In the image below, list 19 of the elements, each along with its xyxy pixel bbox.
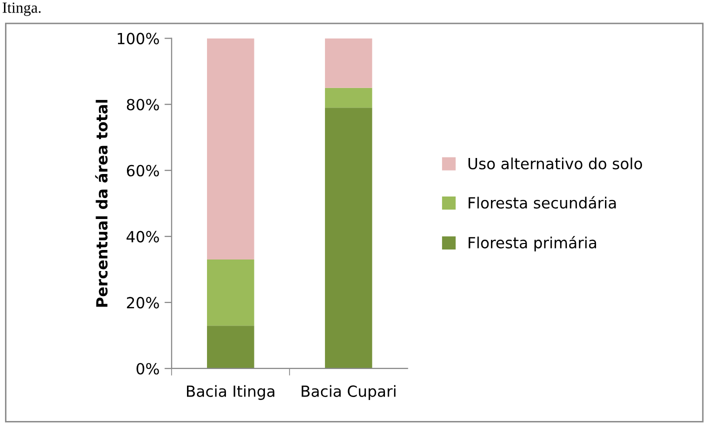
x-tick-label: Bacia Itinga xyxy=(186,385,274,400)
legend-label: Floresta secundária xyxy=(468,196,616,209)
y-tick-label: 60% xyxy=(126,164,159,176)
x-tick-label: Bacia Cupari xyxy=(302,385,396,400)
y-tick-label: 80% xyxy=(126,98,159,110)
legend-label: Floresta primária xyxy=(468,236,596,252)
bar xyxy=(324,38,372,88)
y-tick-label: 20% xyxy=(126,296,159,308)
legend-label: Uso alternativo do solo xyxy=(468,158,642,170)
bar xyxy=(324,88,372,108)
bar xyxy=(324,108,372,368)
text: Itinga. xyxy=(2,2,41,16)
bar xyxy=(206,260,254,326)
bar xyxy=(206,38,254,260)
y-tick-label: 40% xyxy=(126,230,159,242)
y-tick-label: 100% xyxy=(118,32,159,44)
bar xyxy=(206,326,254,368)
y-tick-label: 0% xyxy=(136,362,159,375)
y-axis-title: Percentual da área total xyxy=(95,100,108,307)
